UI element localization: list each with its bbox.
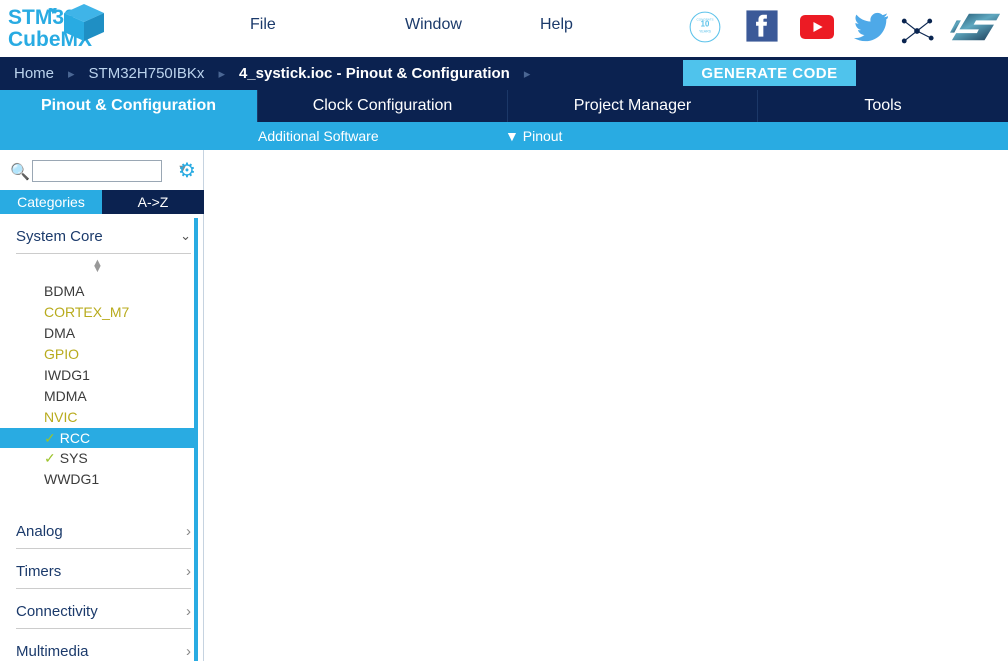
svg-text:CONGRATS: CONGRATS (697, 18, 714, 22)
svg-text:YEARS: YEARS (699, 30, 712, 34)
